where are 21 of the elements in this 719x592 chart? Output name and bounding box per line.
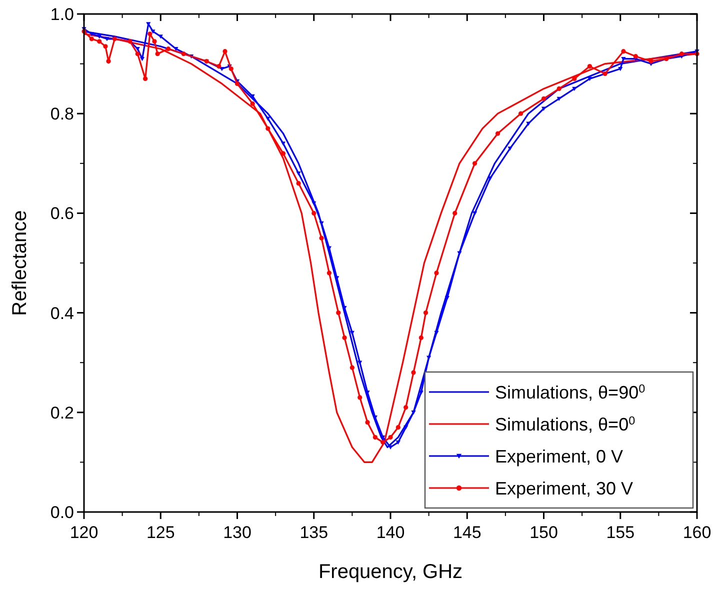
x-tick-label: 135	[300, 523, 328, 542]
x-tick-label: 145	[452, 523, 482, 542]
x-tick-label: 140	[376, 523, 405, 542]
y-tick-label: 0.2	[50, 403, 74, 422]
y-axis-title: Reflectance	[9, 210, 31, 316]
legend-label: Simulations, θ=0$^{0}$	[495, 414, 636, 434]
x-tick-label: 150	[530, 523, 558, 542]
x-tick-label: 155	[606, 523, 635, 542]
y-tick-label: 1.0	[50, 4, 74, 24]
y-tick-label: 0.4	[50, 304, 74, 323]
y-tick-label: 0.8	[50, 104, 74, 124]
x-tick-label: 160	[682, 523, 712, 542]
x-tick-label: 125	[146, 523, 175, 542]
y-tick-label: 0.6	[50, 204, 74, 224]
legend-label: Experiment, 0 V	[495, 446, 624, 466]
legend-label: Simulations, θ=90$^{0}$	[495, 382, 646, 402]
legend-label: Experiment, 30 V	[495, 478, 634, 498]
x-axis-title: Frequency, GHz	[318, 561, 463, 583]
y-tick-label: 0.0	[50, 502, 74, 522]
x-tick-label: 130	[223, 523, 252, 542]
x-tick-label: 120	[70, 523, 98, 542]
